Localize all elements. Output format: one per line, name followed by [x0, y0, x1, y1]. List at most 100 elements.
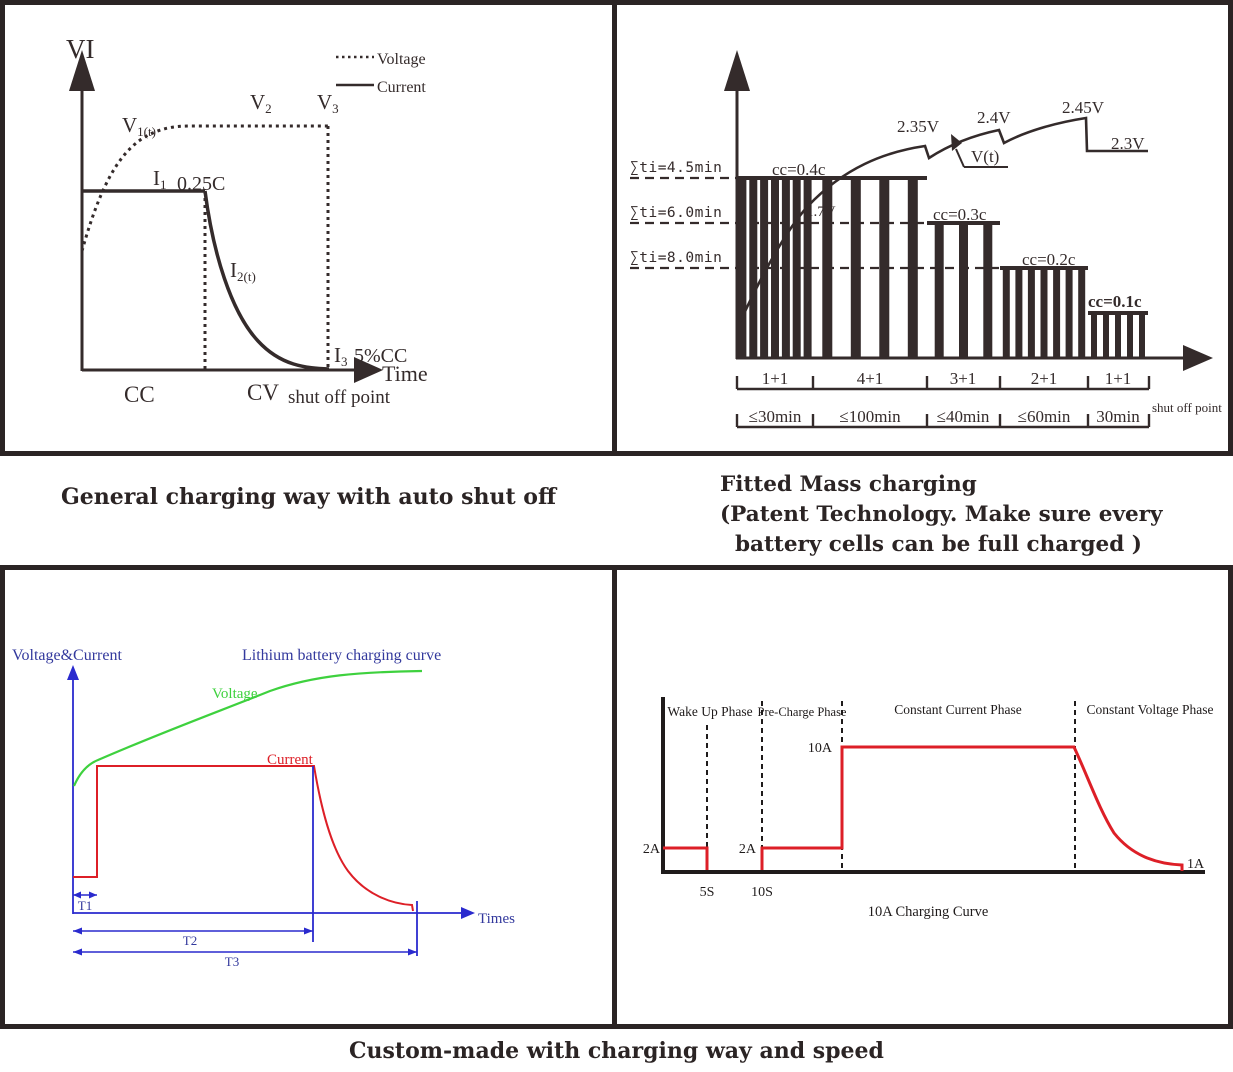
phase-label-pre-charge: Pre-Charge Phase — [758, 705, 847, 719]
level-label-1a: 1A — [1187, 857, 1205, 872]
pulse-bars-group-1 — [737, 176, 813, 358]
label-t1: T1 — [78, 898, 92, 913]
t1-arrow-right — [89, 891, 97, 899]
y-axis-arrowhead — [67, 665, 79, 680]
x-axis-label-times: Times — [478, 911, 515, 927]
label-v3: V3 — [317, 90, 339, 116]
pulse-bars-group-1-stripe-3 — [771, 178, 779, 358]
phase-label-cc: CC — [124, 382, 155, 407]
legend-current-label: Current — [377, 79, 426, 96]
caption-top-right-line3: battery cells can be full charged ) — [735, 532, 1142, 557]
label-i3: I3 — [334, 343, 348, 369]
pulse-bars-group-3-stripe-0 — [934, 223, 944, 358]
rate-label-04c: cc=0.4c — [772, 160, 826, 179]
pulse-bars-group-5-stripe-4 — [1139, 313, 1145, 358]
time-label-4: ≤60min — [1018, 407, 1071, 426]
y-axis-arrowhead — [69, 50, 95, 91]
rate-label-01c: cc=0.1c — [1088, 292, 1142, 311]
voltage-curve-label: Voltage — [212, 686, 258, 702]
label-t2: T2 — [183, 933, 197, 948]
pulse-bars-group-4-stripe-2 — [1027, 268, 1035, 358]
panel-fitted-mass-charging: ∑ti=4.5min ∑ti=6.0min ∑ti=8.0min cc=0.4c cc=… — [630, 50, 1222, 429]
pulse-bars-group-5-stripe-0 — [1091, 313, 1097, 358]
caption-top-right-line1: Fitted Mass charging — [720, 472, 977, 497]
voltage-curve — [72, 669, 423, 787]
group-label-5: 1+1 — [1105, 369, 1132, 388]
time-label-2: ≤100min — [839, 407, 901, 426]
x-axis-label-time: Time — [382, 361, 428, 386]
pulse-bars-group-1-stripe-6 — [803, 178, 812, 358]
caption-top-right: Fitted Mass charging (Patent Technology.… — [720, 470, 1162, 560]
t1-arrow-left — [73, 891, 81, 899]
vt-curve-label: V(t) — [971, 147, 999, 166]
chart-title: 10A Charging Curve — [868, 904, 989, 920]
phase-label-constant-voltage: Constant Voltage Phase — [1087, 702, 1214, 717]
level-label-2a-1: 2A — [643, 842, 661, 857]
pulse-bars-group-4-stripe-5 — [1065, 268, 1073, 358]
vt-label-leader — [955, 148, 965, 168]
label-025c: 0.25C — [177, 173, 225, 195]
y-axis-label: Voltage&Current — [12, 647, 122, 664]
label-shut-off-point: shut off point — [288, 387, 391, 408]
time-label-5: 30min — [1096, 407, 1140, 426]
time-label-3: ≤40min — [937, 407, 990, 426]
phase-label-constant-current: Constant Current Phase — [894, 702, 1022, 717]
panel-10a-charging-curve: Wake Up Phase Pre-Charge Phase Constant Cu… — [643, 697, 1214, 920]
pulse-bars-group-2-stripe-1 — [850, 178, 861, 358]
pulse-bars-group-1-stripe-2 — [760, 178, 769, 358]
group-label-2: 4+1 — [857, 369, 884, 388]
pulse-bars-group-4-stripe-6 — [1078, 268, 1086, 358]
label-v1t: V1(t) — [122, 113, 156, 139]
ti-45min-label: ∑ti=4.5min — [630, 160, 722, 176]
voltage-mark-245v: 2.45V — [1062, 98, 1105, 117]
current-curve — [73, 765, 414, 912]
pulse-bars-group-2-stripe-0 — [822, 178, 833, 358]
phase-label-cv: CV — [247, 380, 279, 405]
x-axis-arrowhead — [461, 907, 475, 919]
ruler-times-ticks — [735, 414, 1151, 427]
rate-label-02c: cc=0.2c — [1022, 250, 1076, 269]
pulse-bars-group-1-stripe-5 — [792, 178, 801, 358]
pulse-bars-group-3-stripe-2 — [983, 223, 993, 358]
pulse-bars-group-1-stripe-0 — [738, 178, 747, 358]
pulse-bars-group-3 — [927, 221, 1000, 358]
group-label-4: 2+1 — [1031, 369, 1058, 388]
voltage-mark-24v: 2.4V — [977, 108, 1011, 127]
x-axis-arrowhead — [354, 357, 383, 383]
t2-arrow-right — [304, 927, 313, 935]
voltage-mark-235v: 2.35V — [897, 117, 940, 136]
legend-voltage-label: Voltage — [377, 51, 426, 68]
pulse-bars-group-5 — [1088, 311, 1148, 358]
time-label-10s: 10S — [751, 885, 773, 900]
phase-label-wake-up: Wake Up Phase — [667, 704, 752, 719]
label-v2: V2 — [250, 90, 272, 116]
x-axis-arrowhead — [1183, 345, 1213, 371]
ti-60min-label: ∑ti=6.0min — [630, 205, 722, 221]
current-curve-label: Current — [267, 752, 314, 768]
chart-title: Lithium battery charging curve — [242, 647, 441, 664]
current-curve-wakeup — [663, 846, 709, 870]
pulse-bars-group-2-stripe-2 — [879, 178, 890, 358]
group-label-1: 1+1 — [762, 369, 789, 388]
pulse-bars-group-4-stripe-1 — [1015, 268, 1023, 358]
vt-label-arrowhead — [951, 134, 962, 151]
pulse-bars-group-3-stripe-1 — [959, 223, 968, 358]
label-shut-off-point: shut off point — [1152, 400, 1222, 415]
caption-top-left: General charging way with auto shut off — [60, 484, 557, 510]
level-label-10a: 10A — [808, 741, 833, 756]
label-i2t: I2(t) — [230, 258, 256, 284]
pulse-bars-group-5-stripe-1 — [1103, 313, 1109, 358]
level-label-2a-2: 2A — [739, 842, 757, 857]
ti-80min-label: ∑ti=8.0min — [630, 250, 722, 266]
t3-arrow-right — [408, 948, 417, 956]
pulse-bars-group-4-stripe-0 — [1002, 268, 1010, 358]
pulse-bars-group-2 — [813, 176, 927, 358]
y-axis-arrowhead — [724, 50, 750, 91]
t2-arrow-left — [73, 927, 82, 935]
voltage-mark-17v: 1.7V — [806, 204, 836, 220]
group-label-3: 3+1 — [950, 369, 977, 388]
label-t3: T3 — [225, 954, 239, 969]
label-i1: I1 — [153, 166, 167, 192]
